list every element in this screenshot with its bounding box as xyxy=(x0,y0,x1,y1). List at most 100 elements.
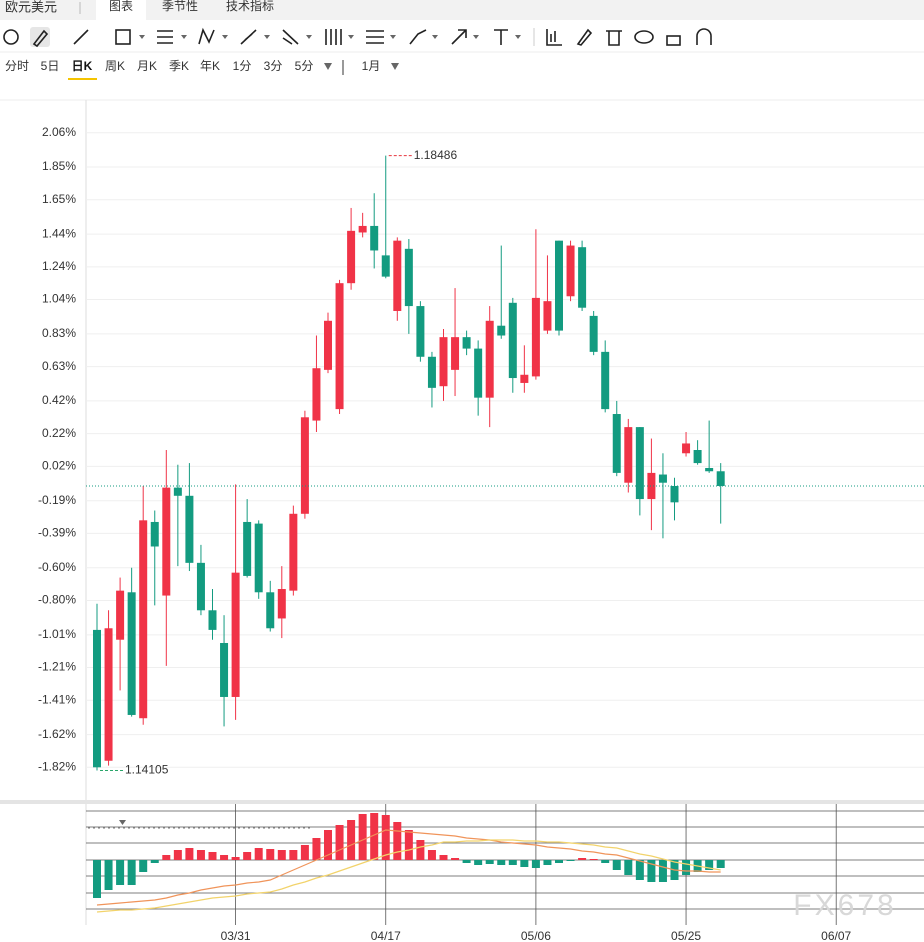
macd-bar xyxy=(716,860,725,868)
candle-body xyxy=(300,417,309,514)
tab[interactable]: 季节性 xyxy=(162,0,198,13)
dropdown[interactable] xyxy=(473,35,479,39)
period-button[interactable]: 1分 xyxy=(233,59,252,73)
dropdown[interactable] xyxy=(324,63,332,70)
period-bar: 分时 5日 日K 周K 月K 季K 年K 1分 3分 5分 xyxy=(5,59,313,80)
period-button[interactable]: 5日 xyxy=(41,59,60,73)
candle-body xyxy=(682,443,691,454)
y-tick-label: -0.19% xyxy=(38,493,76,507)
macd-bar xyxy=(647,860,656,882)
tab-bar xyxy=(0,0,924,20)
candle-body xyxy=(555,240,563,331)
candle-body xyxy=(508,302,517,379)
icon[interactable] xyxy=(240,29,257,45)
candle-body xyxy=(173,487,182,496)
candle-body xyxy=(589,315,598,352)
icon[interactable] xyxy=(666,35,681,46)
candle-body xyxy=(208,610,217,630)
range-select[interactable]: 1月 xyxy=(362,59,381,73)
macd-bar xyxy=(116,860,125,885)
icon[interactable] xyxy=(546,29,562,46)
dropdown[interactable] xyxy=(119,820,126,825)
macd-bar xyxy=(578,858,587,860)
candle-body xyxy=(647,472,656,500)
y-tick-label: 0.83% xyxy=(42,326,76,340)
dropdown[interactable] xyxy=(222,35,228,39)
macd-bar xyxy=(474,860,483,865)
macd-bar xyxy=(220,855,229,860)
tab[interactable]: 技术指标 xyxy=(226,0,274,13)
icon[interactable] xyxy=(451,29,467,45)
candle-body xyxy=(451,337,460,370)
dropdown[interactable] xyxy=(390,35,396,39)
dropdown[interactable] xyxy=(306,35,312,39)
icon[interactable] xyxy=(409,29,427,45)
dropdown[interactable] xyxy=(348,35,354,39)
period-button[interactable]: 5分 xyxy=(295,59,314,73)
period-button[interactable]: 分时 xyxy=(5,59,29,73)
icon[interactable] xyxy=(366,30,384,44)
active-underline xyxy=(68,78,97,80)
candle-body xyxy=(612,414,621,473)
y-tick-label: 0.22% xyxy=(42,426,76,440)
y-tick-label: 1.24% xyxy=(42,259,76,273)
candle-body xyxy=(231,572,240,697)
icon[interactable] xyxy=(325,29,342,45)
tab[interactable]: 图表 xyxy=(109,0,133,13)
macd-bar xyxy=(243,852,252,860)
candle-body xyxy=(601,351,610,410)
candle-body xyxy=(578,247,587,308)
icon[interactable] xyxy=(157,30,173,44)
icon[interactable] xyxy=(115,29,131,45)
dropdown[interactable] xyxy=(432,35,438,39)
macd-bar xyxy=(358,814,367,860)
macd-bar xyxy=(173,850,182,860)
candle-body xyxy=(370,225,379,251)
candle-body xyxy=(485,320,494,398)
icon[interactable] xyxy=(494,29,508,45)
period-button[interactable]: 季K xyxy=(169,59,189,73)
y-tick-label: 1.44% xyxy=(42,226,76,240)
macd-bar xyxy=(497,860,506,865)
macd-line xyxy=(96,839,721,913)
candle-body xyxy=(289,513,298,591)
icon[interactable] xyxy=(32,29,49,48)
dropdown[interactable] xyxy=(264,35,270,39)
macd-bar xyxy=(705,860,714,870)
annotation: 1.18486 xyxy=(414,148,458,162)
period-button[interactable]: 3分 xyxy=(264,59,283,73)
candle-body xyxy=(404,248,413,307)
macd-bar xyxy=(543,860,552,865)
dropdown[interactable] xyxy=(139,35,145,39)
dropdown[interactable] xyxy=(391,63,399,70)
macd-bar xyxy=(208,852,217,860)
dropdown[interactable] xyxy=(515,35,521,39)
x-tick-label: 05/06 xyxy=(521,929,551,942)
active-tab[interactable] xyxy=(96,0,146,20)
macd-bar xyxy=(196,850,205,860)
icon[interactable] xyxy=(606,30,622,46)
period-button[interactable]: 日K xyxy=(72,59,93,73)
candle-body xyxy=(220,642,229,697)
candle-body xyxy=(127,592,136,715)
dropdown[interactable] xyxy=(181,35,187,39)
icon[interactable] xyxy=(282,29,299,45)
candle-body xyxy=(670,485,679,503)
candle-body xyxy=(150,521,159,547)
icon[interactable] xyxy=(634,30,654,44)
macd-bar xyxy=(393,822,402,860)
icon[interactable] xyxy=(696,28,712,45)
icon[interactable] xyxy=(73,29,89,45)
period-button[interactable]: 月K xyxy=(137,59,157,73)
pane-divider xyxy=(0,800,924,804)
macd-bar xyxy=(624,860,633,875)
macd-bar xyxy=(520,860,529,867)
icon[interactable] xyxy=(3,29,19,45)
icon[interactable] xyxy=(576,28,593,46)
candle-body xyxy=(277,589,286,619)
icon[interactable] xyxy=(198,27,215,45)
candle-body xyxy=(427,356,436,388)
macd-bar xyxy=(589,859,598,860)
period-button[interactable]: 周K xyxy=(105,59,125,73)
period-button[interactable]: 年K xyxy=(200,59,220,73)
